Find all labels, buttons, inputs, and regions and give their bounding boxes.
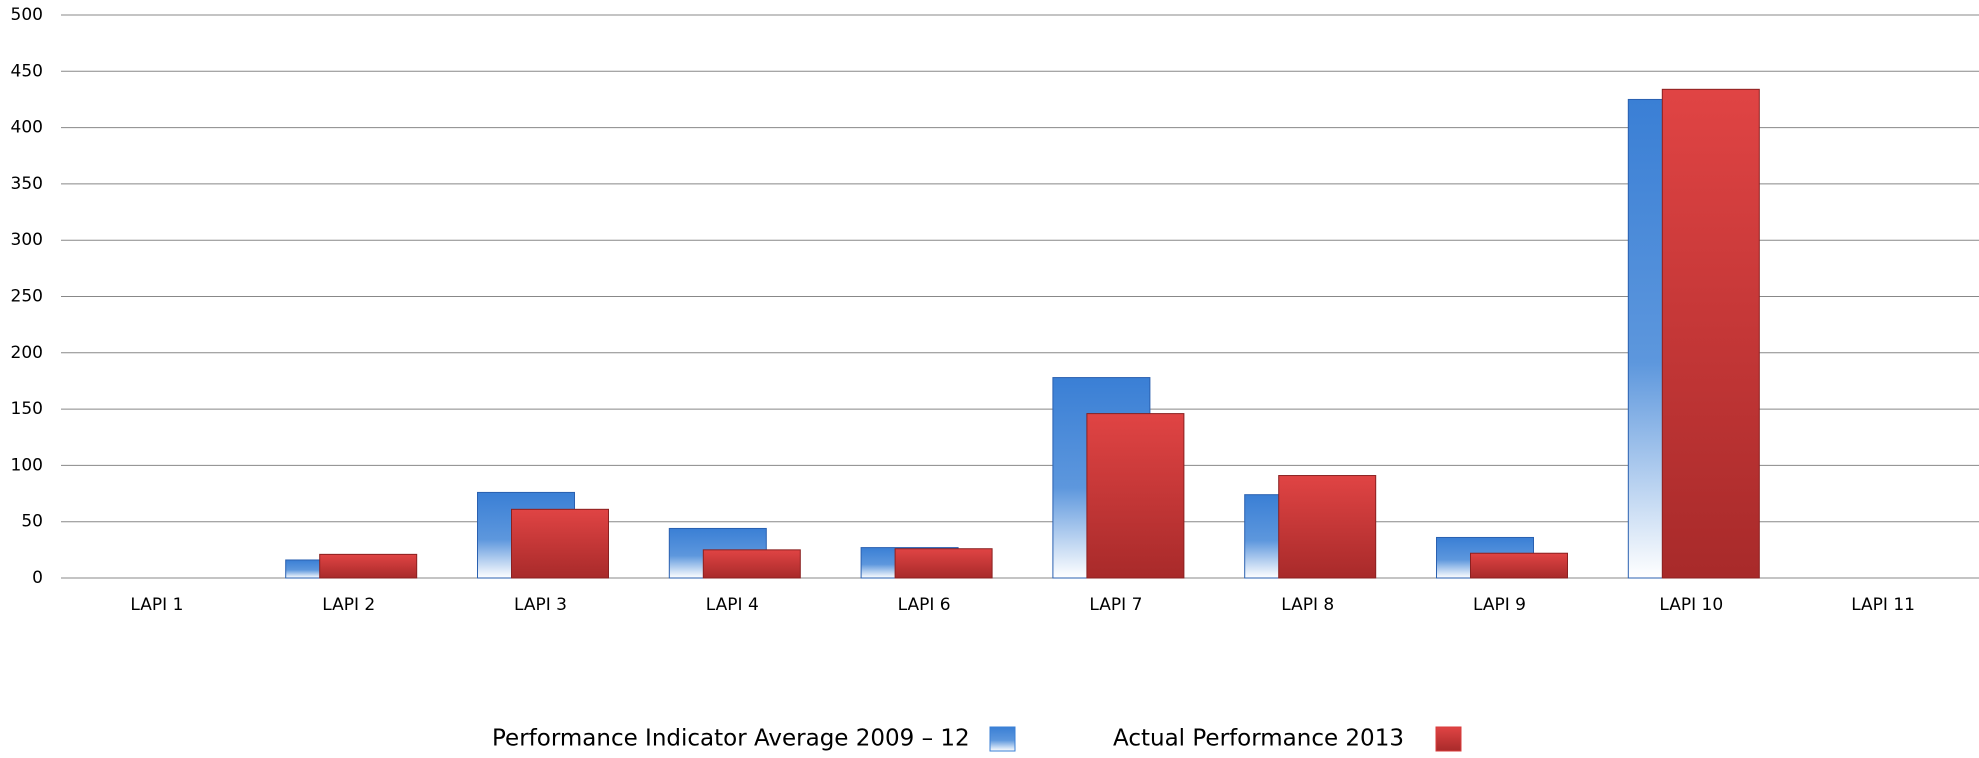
x-tick-label: LAPI 1: [130, 595, 183, 615]
bar: [1661, 88, 1760, 579]
x-tick-label: LAPI 4: [706, 595, 759, 615]
bar: [511, 508, 609, 579]
x-tick-label: LAPI 8: [1281, 595, 1334, 615]
legend-swatch: [1435, 726, 1462, 752]
x-tick-label: LAPI 10: [1659, 595, 1723, 615]
bar: [1470, 552, 1568, 579]
x-tick-label: LAPI 2: [322, 595, 375, 615]
bar: [1278, 475, 1377, 579]
y-tick-label: 150: [11, 399, 43, 419]
y-tick-label: 50: [21, 512, 43, 532]
x-tick-label: LAPI 6: [898, 595, 951, 615]
x-tick-label: LAPI 9: [1473, 595, 1526, 615]
legend-label: Performance Indicator Average 2009 – 12: [492, 726, 970, 752]
y-tick-label: 500: [11, 5, 43, 25]
x-tick-label: LAPI 7: [1089, 595, 1142, 615]
y-tick-label: 100: [11, 455, 43, 475]
bar: [319, 553, 418, 579]
x-tick-label: LAPI 3: [514, 595, 567, 615]
y-tick-label: 350: [11, 174, 43, 194]
y-tick-label: 250: [11, 287, 43, 307]
y-tick-label: 200: [11, 343, 43, 363]
x-tick-label: LAPI 11: [1851, 595, 1915, 615]
legend-label: Actual Performance 2013: [1113, 726, 1404, 752]
bar: [702, 549, 801, 579]
y-tick-label: 0: [32, 568, 43, 588]
bar: [1086, 413, 1185, 579]
legend-swatch: [989, 726, 1016, 752]
y-tick-label: 450: [11, 61, 43, 81]
y-tick-label: 400: [11, 118, 43, 138]
y-tick-label: 300: [11, 230, 43, 250]
bar: [894, 548, 993, 579]
